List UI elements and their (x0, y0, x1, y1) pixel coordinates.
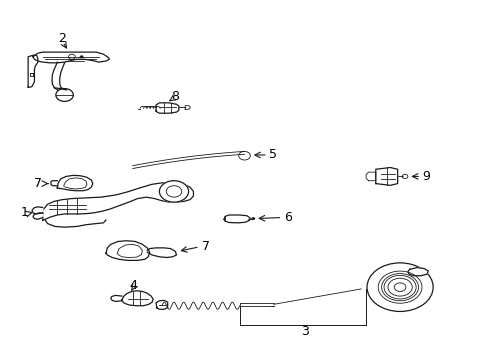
Polygon shape (111, 296, 122, 301)
Polygon shape (185, 106, 190, 109)
Polygon shape (106, 241, 149, 260)
Polygon shape (156, 300, 167, 309)
Circle shape (401, 174, 407, 179)
Circle shape (159, 181, 188, 202)
Text: 7: 7 (34, 177, 42, 190)
Polygon shape (224, 215, 250, 223)
Polygon shape (33, 213, 42, 219)
Polygon shape (33, 52, 109, 63)
Text: 2: 2 (58, 32, 66, 45)
Circle shape (251, 217, 255, 220)
Text: 8: 8 (171, 90, 179, 103)
Circle shape (238, 152, 250, 160)
Text: 6: 6 (284, 211, 292, 224)
Polygon shape (366, 172, 375, 181)
Polygon shape (28, 55, 38, 87)
Polygon shape (52, 62, 66, 90)
Circle shape (56, 89, 73, 102)
Text: 1: 1 (21, 206, 29, 219)
Polygon shape (156, 103, 179, 113)
Text: 9: 9 (421, 170, 429, 183)
Text: 4: 4 (129, 279, 137, 292)
Text: 5: 5 (268, 148, 276, 162)
Polygon shape (407, 267, 427, 276)
Circle shape (80, 55, 83, 58)
Polygon shape (375, 167, 397, 185)
Polygon shape (122, 291, 153, 306)
Text: 3: 3 (301, 325, 308, 338)
Text: 7: 7 (201, 240, 209, 253)
Polygon shape (147, 248, 176, 257)
Polygon shape (32, 207, 42, 214)
Polygon shape (57, 175, 93, 191)
Polygon shape (42, 183, 193, 220)
Circle shape (366, 263, 432, 311)
Circle shape (393, 283, 405, 292)
